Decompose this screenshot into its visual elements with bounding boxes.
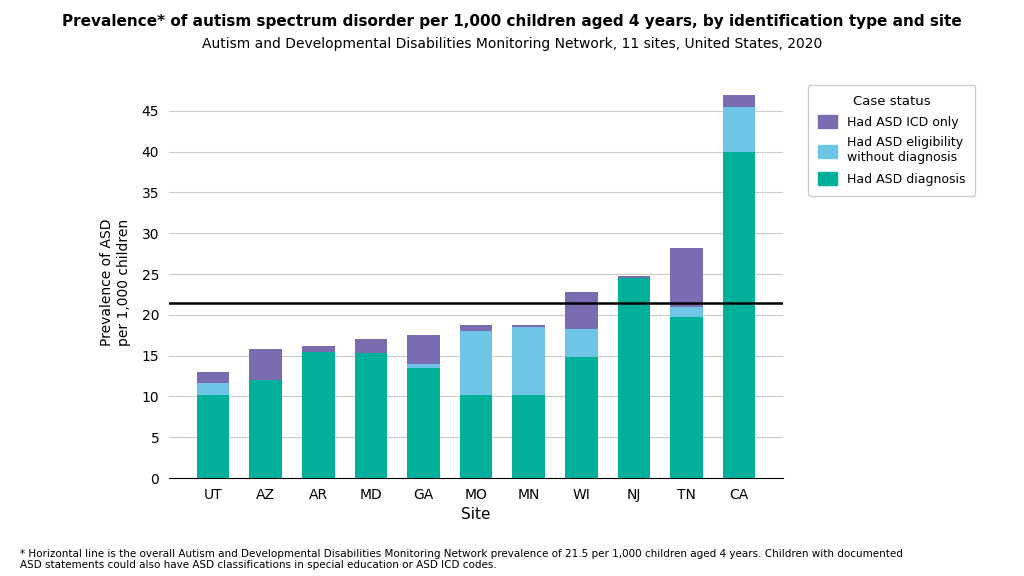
- Bar: [408, 368, 440, 478]
- Bar: [565, 357, 598, 478]
- Bar: [671, 317, 702, 478]
- Text: Prevalence* of autism spectrum disorder per 1,000 children aged 4 years, by iden: Prevalence* of autism spectrum disorder …: [62, 14, 962, 29]
- Bar: [565, 292, 598, 329]
- Bar: [302, 346, 335, 351]
- Bar: [723, 107, 756, 151]
- Bar: [460, 325, 493, 331]
- Bar: [197, 372, 229, 382]
- Text: Autism and Developmental Disabilities Monitoring Network, 11 sites, United State: Autism and Developmental Disabilities Mo…: [202, 37, 822, 51]
- Bar: [408, 364, 440, 368]
- Bar: [512, 395, 545, 478]
- Bar: [250, 380, 282, 478]
- Bar: [617, 278, 650, 478]
- Bar: [460, 331, 493, 395]
- Bar: [617, 276, 650, 278]
- Legend: Had ASD ICD only, Had ASD eligibility
without diagnosis, Had ASD diagnosis: Had ASD ICD only, Had ASD eligibility wi…: [808, 85, 975, 196]
- Bar: [460, 395, 493, 478]
- Y-axis label: Prevalence of ASD
per 1,000 children: Prevalence of ASD per 1,000 children: [100, 218, 130, 346]
- Bar: [197, 395, 229, 478]
- Bar: [723, 94, 756, 107]
- Bar: [354, 339, 387, 353]
- Bar: [512, 327, 545, 395]
- Bar: [671, 307, 702, 317]
- Bar: [723, 151, 756, 478]
- Bar: [512, 325, 545, 327]
- Bar: [302, 351, 335, 478]
- Bar: [354, 353, 387, 478]
- Bar: [565, 329, 598, 357]
- X-axis label: Site: Site: [462, 507, 490, 522]
- Text: * Horizontal line is the overall Autism and Developmental Disabilities Monitorin: * Horizontal line is the overall Autism …: [20, 548, 903, 570]
- Bar: [250, 349, 282, 380]
- Bar: [197, 382, 229, 395]
- Bar: [671, 248, 702, 306]
- Bar: [408, 335, 440, 364]
